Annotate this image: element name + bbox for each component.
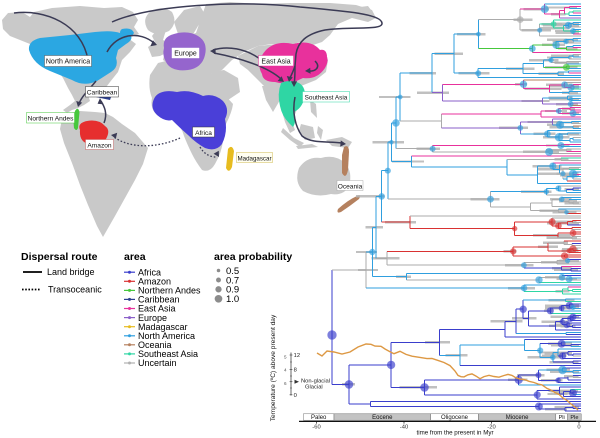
svg-text:Oceania: Oceania <box>338 183 363 190</box>
svg-text:Temperature (ºC) above present: Temperature (ºC) above present day <box>270 314 277 421</box>
svg-text:Miocene: Miocene <box>506 415 529 421</box>
svg-text:Northern Andes: Northern Andes <box>138 286 201 296</box>
svg-text:area: area <box>124 251 146 263</box>
svg-text:East Asia: East Asia <box>138 304 176 314</box>
svg-text:Amazon: Amazon <box>87 142 112 149</box>
svg-text:-40: -40 <box>400 425 408 431</box>
svg-text:Oligocene: Oligocene <box>441 415 469 421</box>
svg-text:Amazon: Amazon <box>138 277 171 287</box>
svg-text:area probability: area probability <box>214 251 292 263</box>
svg-text:-60: -60 <box>312 425 320 431</box>
svg-text:Southeast Asia: Southeast Asia <box>138 349 198 359</box>
svg-text:Caribbean: Caribbean <box>138 295 180 305</box>
svg-text:North America: North America <box>138 331 195 341</box>
svg-text:North America: North America <box>46 59 90 66</box>
svg-text:0.9: 0.9 <box>226 285 239 296</box>
svg-text:12: 12 <box>294 353 300 359</box>
svg-text:4: 4 <box>284 368 287 373</box>
svg-text:Non-glacial: Non-glacial <box>301 379 330 385</box>
svg-text:Madagascar: Madagascar <box>237 155 271 162</box>
svg-text:Dispersal route: Dispersal route <box>21 251 98 263</box>
svg-text:Oceania: Oceania <box>138 340 172 350</box>
svg-text:-20: -20 <box>487 425 495 431</box>
svg-text:Paleo: Paleo <box>311 415 327 421</box>
svg-text:Land bridge: Land bridge <box>47 267 95 277</box>
svg-text:East Asia: East Asia <box>261 59 290 66</box>
svg-text:Ple: Ple <box>570 415 578 421</box>
svg-text:Northern Andes: Northern Andes <box>28 116 75 123</box>
svg-text:8: 8 <box>294 368 297 374</box>
svg-text:Glacial: Glacial <box>305 385 323 391</box>
svg-text:0.7: 0.7 <box>226 275 239 286</box>
svg-text:Transoceanic: Transoceanic <box>48 285 102 295</box>
svg-text:Africa: Africa <box>195 130 212 137</box>
svg-text:0.5: 0.5 <box>226 266 239 277</box>
svg-text:Uncertain: Uncertain <box>138 358 177 368</box>
svg-text:Africa: Africa <box>138 267 161 277</box>
svg-text:time from the present in Myr: time from the present in Myr <box>416 430 493 437</box>
svg-text:Madagascar: Madagascar <box>138 322 188 332</box>
svg-text:Pli: Pli <box>559 415 565 421</box>
svg-text:5: 5 <box>284 355 287 360</box>
svg-text:0: 0 <box>577 425 580 431</box>
svg-text:6: 6 <box>284 381 287 386</box>
svg-text:0: 0 <box>294 393 297 399</box>
svg-text:1.0: 1.0 <box>226 294 239 305</box>
svg-text:Eocene: Eocene <box>372 415 393 421</box>
svg-text:Southeast Asia: Southeast Asia <box>305 95 348 102</box>
svg-text:Europe: Europe <box>174 51 197 58</box>
svg-text:Europe: Europe <box>138 313 167 323</box>
svg-text:Caribbean: Caribbean <box>87 90 118 97</box>
